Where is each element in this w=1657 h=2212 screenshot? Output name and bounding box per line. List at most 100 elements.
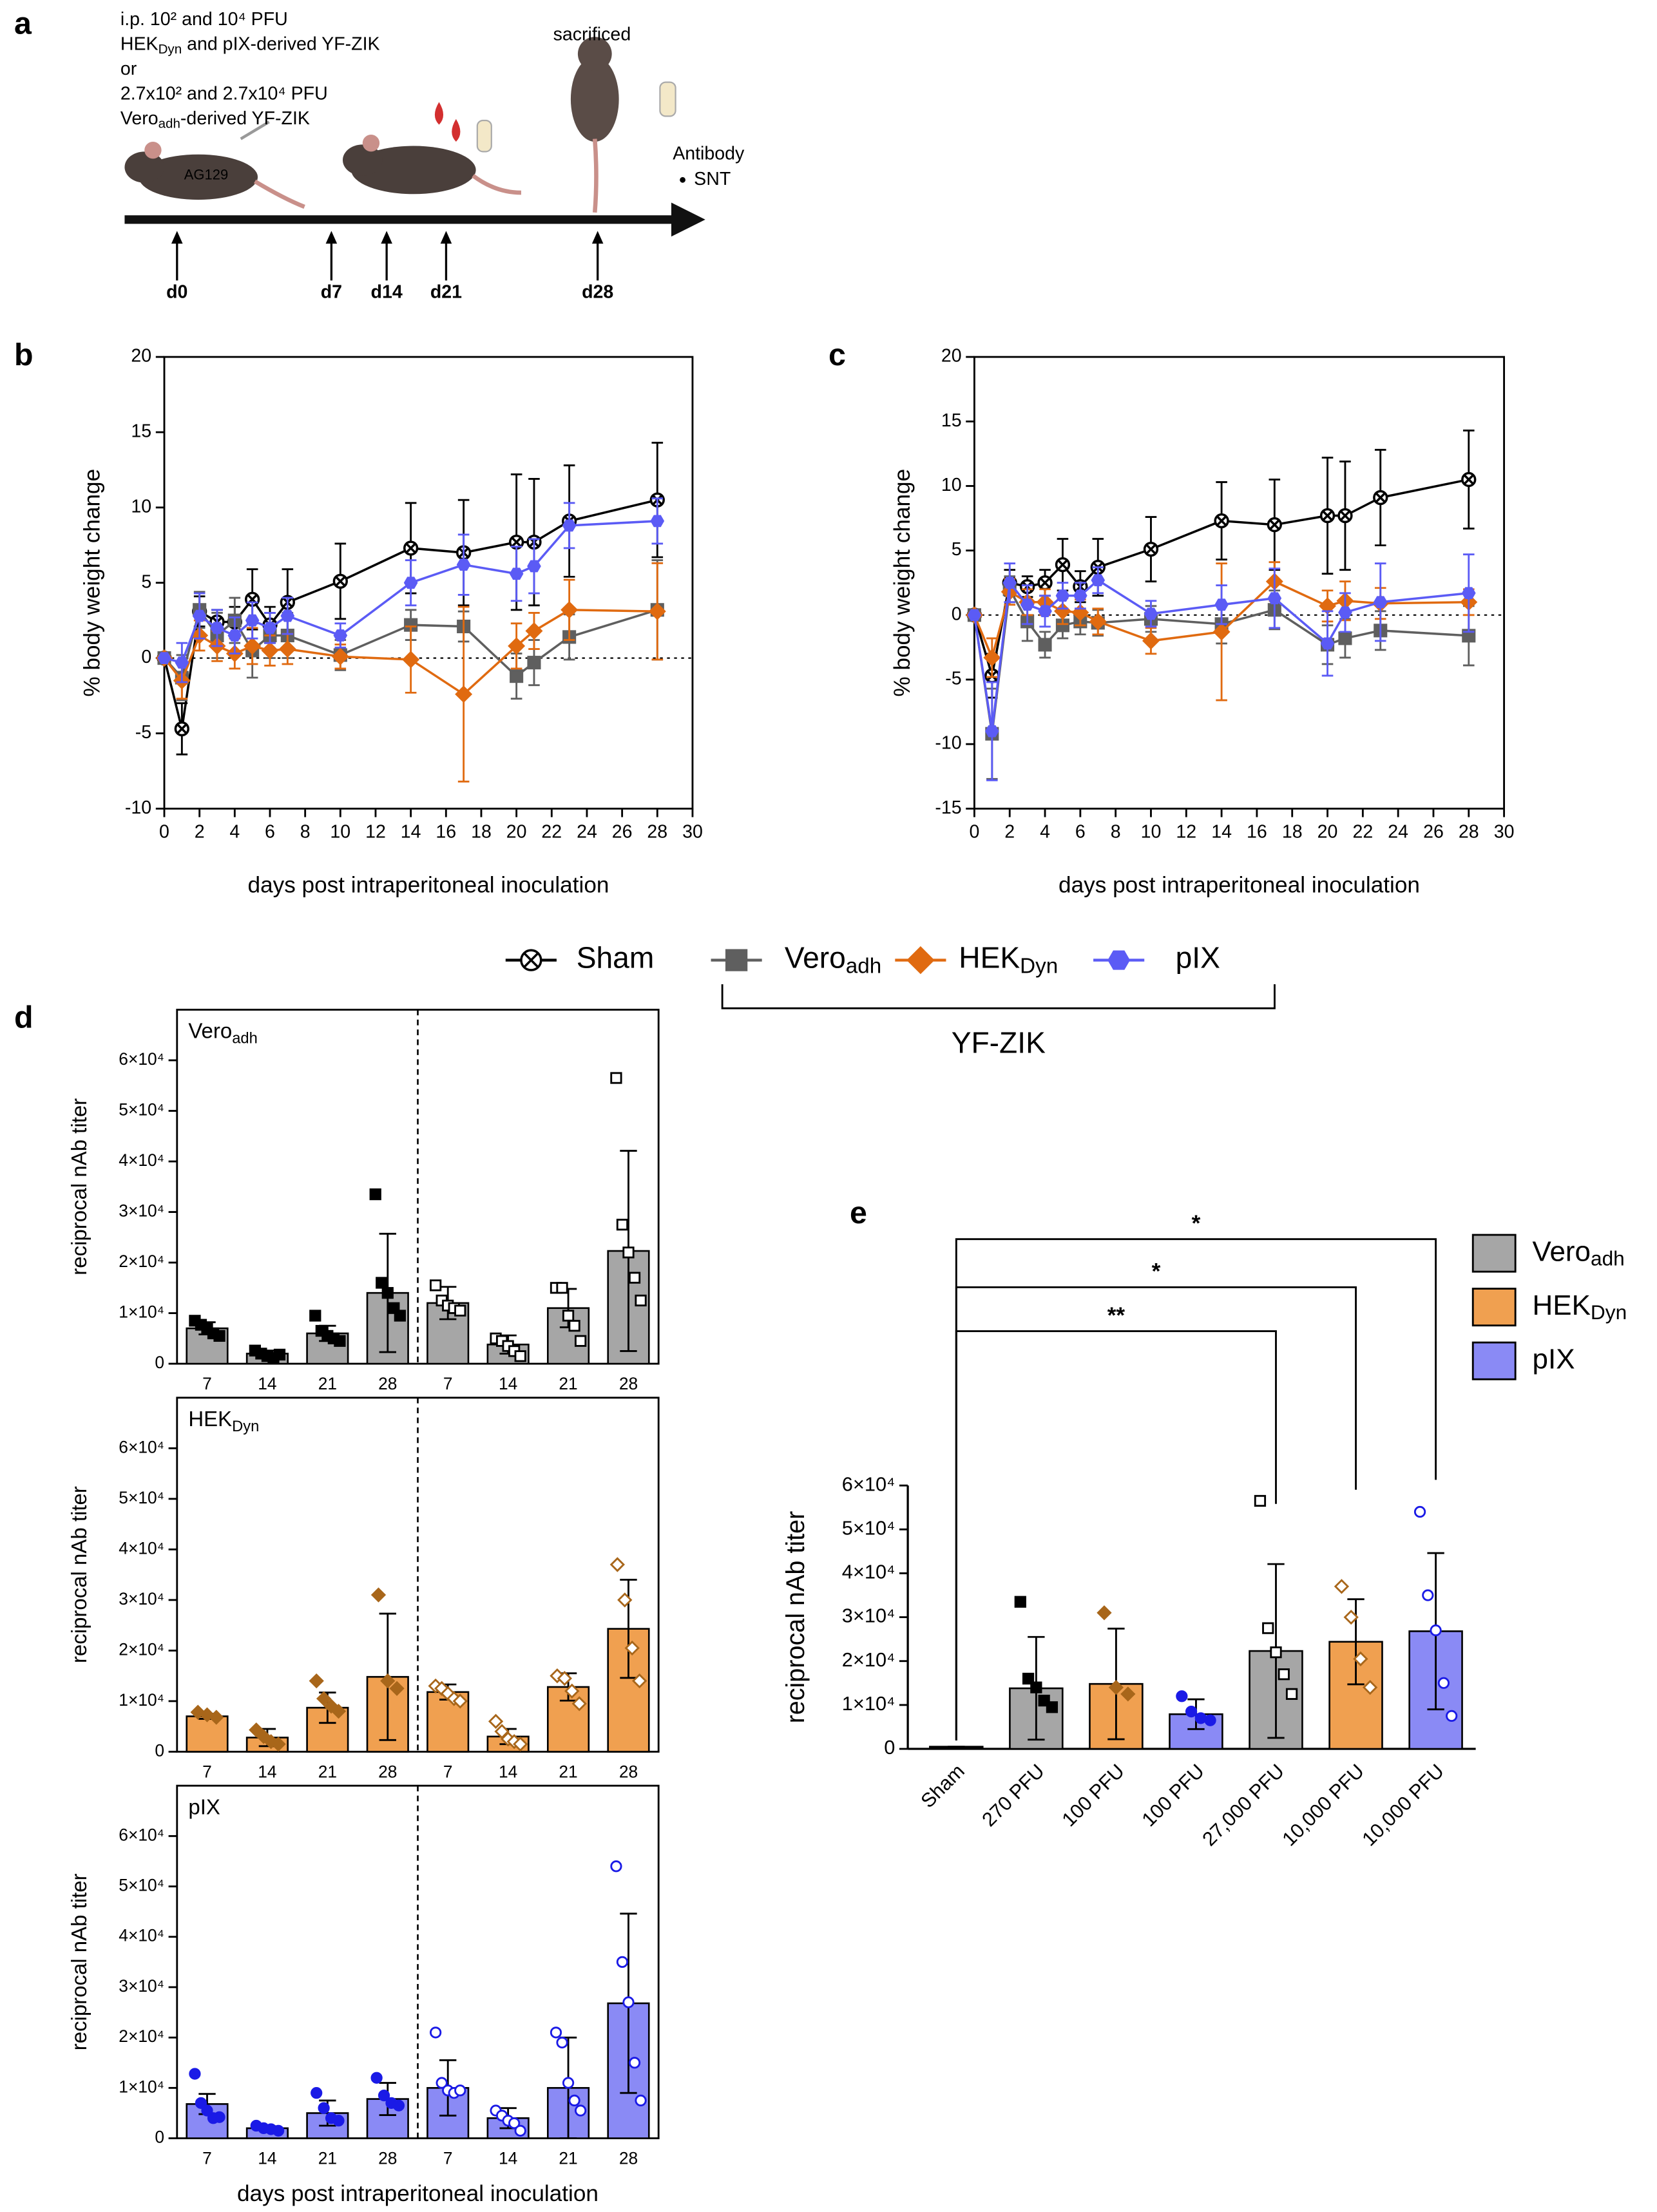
marker — [557, 1670, 572, 1686]
marker — [249, 1722, 264, 1738]
marker — [514, 1350, 526, 1362]
y-tick-label: 6×10⁴ — [119, 1437, 164, 1456]
y-tick-label: -5 — [945, 669, 961, 689]
x-tick-label: 28 — [378, 1762, 397, 1781]
marker — [616, 1219, 629, 1231]
x-tick-label: 28 — [1459, 821, 1479, 842]
marker — [983, 649, 1001, 667]
timeline-arrowhead — [671, 202, 705, 237]
y-tick-label: 1×10⁴ — [119, 1690, 164, 1710]
y-tick-label: 3×10⁴ — [119, 1976, 164, 1996]
marker — [1194, 1712, 1207, 1724]
y-tick-label: 0 — [155, 1740, 164, 1760]
day-arrowhead — [381, 231, 392, 244]
marker — [318, 2102, 330, 2114]
marker — [1020, 598, 1035, 611]
marker — [520, 949, 542, 971]
marker — [1337, 508, 1353, 524]
x-tick-label: 6 — [1075, 821, 1086, 842]
marker — [1254, 1494, 1267, 1507]
marker — [213, 1330, 225, 1342]
inset-label: HEKDyn — [188, 1407, 259, 1436]
marker — [389, 1681, 405, 1696]
x-tick-label: 2 — [1004, 821, 1015, 842]
timeline-art — [124, 37, 705, 237]
marker — [456, 558, 471, 571]
panel-label: d — [14, 1000, 34, 1035]
y-tick-label: 0 — [141, 647, 151, 667]
y-tick-label: 4×10⁴ — [119, 1150, 164, 1170]
marker — [562, 519, 577, 532]
marker — [622, 1996, 635, 2008]
x-tick-label: 14 — [1211, 821, 1232, 842]
marker — [624, 1640, 640, 1656]
y-tick-label: 4×10⁴ — [119, 1926, 164, 1945]
x-tick-label: 10,000 PFU — [1278, 1760, 1368, 1851]
marker — [564, 1683, 580, 1699]
marker — [609, 1557, 625, 1572]
inset-label-sub: adh — [232, 1031, 258, 1047]
marker — [1319, 508, 1336, 524]
x-tick-label: 100 PFU — [1137, 1760, 1209, 1831]
x-tick-label: 20 — [1317, 821, 1338, 842]
syringe — [240, 120, 270, 140]
marker — [280, 609, 295, 622]
marker — [273, 1348, 286, 1361]
marker — [906, 946, 935, 975]
protocol-line: i.p. 10² and 10⁴ PFU — [120, 8, 288, 29]
x-tick-label: 30 — [682, 821, 703, 842]
y-tick-label: 5×10⁴ — [842, 1516, 896, 1539]
marker — [1270, 1646, 1282, 1659]
x-tick-label: 14 — [499, 2148, 517, 2168]
x-tick-label: 14 — [499, 1374, 517, 1393]
marker — [725, 949, 748, 971]
x-tick-label: 21 — [318, 1762, 337, 1781]
marker — [227, 629, 242, 642]
significance-label: * — [1192, 1211, 1201, 1236]
marker — [334, 1335, 346, 1347]
x-tick-label: 14 — [401, 821, 421, 842]
legend-label: Veroadh — [1533, 1235, 1625, 1270]
y-axis-label: reciprocal nAb titer — [781, 1511, 810, 1724]
marker — [508, 534, 524, 550]
marker — [648, 602, 666, 620]
tube-2 — [659, 81, 676, 117]
x-tick-label: 10 — [1141, 821, 1162, 842]
marker — [209, 1710, 224, 1725]
bar — [186, 1715, 229, 1753]
day-label: d7 — [321, 282, 342, 303]
error-bar — [620, 1579, 637, 1679]
x-tick-label: 21 — [318, 2148, 337, 2168]
y-tick-label: -5 — [135, 722, 151, 743]
marker — [967, 609, 982, 622]
plot-frame — [163, 356, 694, 810]
x-axis-label: days post intraperitoneal inoculation — [237, 2181, 599, 2206]
marker — [378, 2089, 390, 2102]
legend-label-main: pIX — [1176, 941, 1220, 975]
marker — [210, 622, 224, 634]
legend-label: pIX — [1533, 1343, 1575, 1375]
marker — [309, 1673, 324, 1689]
protocol-line-sub: adh — [158, 117, 180, 131]
marker — [1097, 1605, 1112, 1621]
marker — [1073, 589, 1087, 602]
x-tick-label: 28 — [378, 1374, 397, 1393]
marker — [1353, 1651, 1368, 1666]
legend-group-label: YF-ZIK — [952, 1026, 1046, 1060]
x-tick-label: 12 — [1176, 821, 1196, 842]
legend-label: HEKDyn — [1533, 1290, 1627, 1324]
y-tick-label: 5×10⁴ — [119, 1100, 164, 1120]
marker — [1142, 632, 1160, 650]
x-axis-label: days post intraperitoneal inoculation — [248, 873, 609, 898]
marker — [513, 1737, 528, 1752]
marker — [402, 651, 420, 669]
marker — [622, 1246, 635, 1259]
marker — [330, 1703, 347, 1719]
y-tick-label: 2×10⁴ — [119, 2026, 164, 2046]
marker — [452, 1693, 468, 1709]
marker — [175, 656, 189, 669]
inset-label: pIX — [188, 1795, 220, 1818]
y-tick-label: 5×10⁴ — [119, 1488, 164, 1507]
marker — [1022, 1672, 1035, 1685]
